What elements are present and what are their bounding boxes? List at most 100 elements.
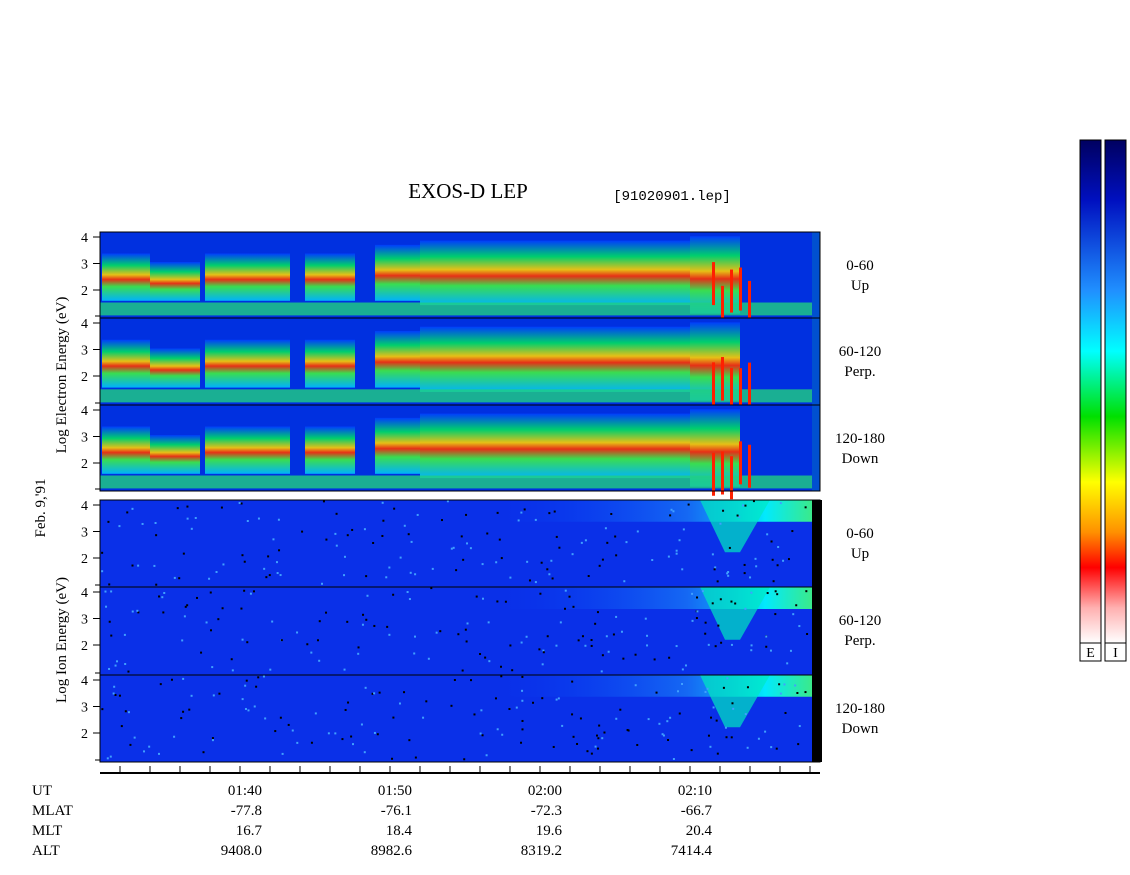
noise (777, 546, 780, 549)
noise (141, 522, 144, 525)
noise (509, 644, 512, 647)
noise (792, 613, 795, 616)
noise (413, 652, 416, 655)
row-label: MLAT (32, 803, 73, 819)
noise (365, 575, 368, 578)
noise (764, 730, 767, 733)
noise (360, 723, 363, 726)
noise (607, 650, 610, 653)
noise (581, 635, 584, 638)
y-tick-label: 2 (81, 284, 88, 299)
noise (262, 675, 265, 678)
noise (496, 728, 499, 731)
noise (598, 724, 601, 727)
noise (126, 511, 129, 514)
noise (422, 716, 425, 719)
noise (137, 564, 140, 567)
y-tick-label: 4 (81, 404, 88, 419)
noise (118, 525, 121, 528)
date-label: Feb. 9,'91 (33, 479, 49, 538)
noise (113, 685, 116, 688)
y-tick-label: 3 (81, 258, 88, 273)
noise (406, 591, 409, 594)
noise (488, 660, 491, 663)
noise (183, 615, 186, 618)
y-tick-label: 3 (81, 613, 88, 628)
noise (786, 662, 789, 665)
noise (131, 507, 134, 510)
noise (181, 639, 184, 642)
noise (806, 633, 809, 636)
noise (584, 644, 587, 647)
noise (720, 641, 723, 644)
noise (484, 656, 487, 659)
noise (243, 589, 246, 592)
noise (279, 716, 282, 719)
y-tick-label: 2 (81, 370, 88, 385)
noise (601, 654, 604, 657)
noise (376, 733, 379, 736)
noise (716, 580, 719, 583)
noise (550, 559, 553, 562)
noise (704, 632, 707, 635)
low-energy-band (100, 389, 812, 403)
noise (775, 747, 778, 750)
noise (479, 653, 482, 656)
spike (748, 362, 751, 407)
noise (548, 512, 551, 515)
spike (739, 441, 742, 485)
angle-label: 0-60 (846, 258, 874, 274)
noise (564, 589, 567, 592)
orbit-value: 8982.6 (371, 843, 413, 859)
noise (553, 510, 556, 513)
noise (521, 728, 524, 731)
noise (186, 517, 189, 520)
noise (653, 658, 656, 661)
noise (595, 734, 598, 737)
direction-label: Up (851, 278, 869, 294)
noise (779, 692, 782, 695)
noise (677, 690, 680, 693)
y-tick-label: 4 (81, 499, 88, 514)
noise (481, 563, 484, 566)
noise (465, 513, 468, 516)
noise (634, 653, 637, 656)
noise (719, 522, 722, 525)
noise (108, 583, 111, 586)
ion-axis-label: Log Ion Energy (eV) (54, 577, 70, 703)
noise (200, 651, 203, 654)
noise (541, 697, 544, 700)
electron-axis-label: Log Electron Energy (eV) (54, 297, 70, 454)
noise (500, 557, 503, 560)
noise (752, 500, 755, 503)
noise (108, 620, 111, 623)
noise (584, 539, 587, 542)
noise (107, 520, 110, 523)
noise (155, 534, 158, 537)
noise (388, 633, 391, 636)
noise (615, 615, 618, 618)
noise (681, 568, 684, 571)
noise (186, 505, 189, 508)
noise (101, 570, 104, 573)
noise (347, 701, 350, 704)
y-tick-label: 2 (81, 727, 88, 742)
orbit-value: 9408.0 (221, 843, 262, 859)
noise (479, 732, 482, 735)
noise (681, 668, 684, 671)
y-tick-label: 2 (81, 552, 88, 567)
noise (590, 644, 593, 647)
noise (744, 504, 747, 507)
noise (363, 751, 366, 754)
noise (805, 590, 808, 593)
noise (392, 593, 395, 596)
noise (594, 745, 597, 748)
noise (253, 705, 256, 708)
noise (158, 752, 161, 755)
noise (105, 605, 108, 608)
edge (812, 318, 820, 405)
noise (520, 511, 523, 514)
noise (357, 652, 360, 655)
noise (357, 646, 360, 649)
